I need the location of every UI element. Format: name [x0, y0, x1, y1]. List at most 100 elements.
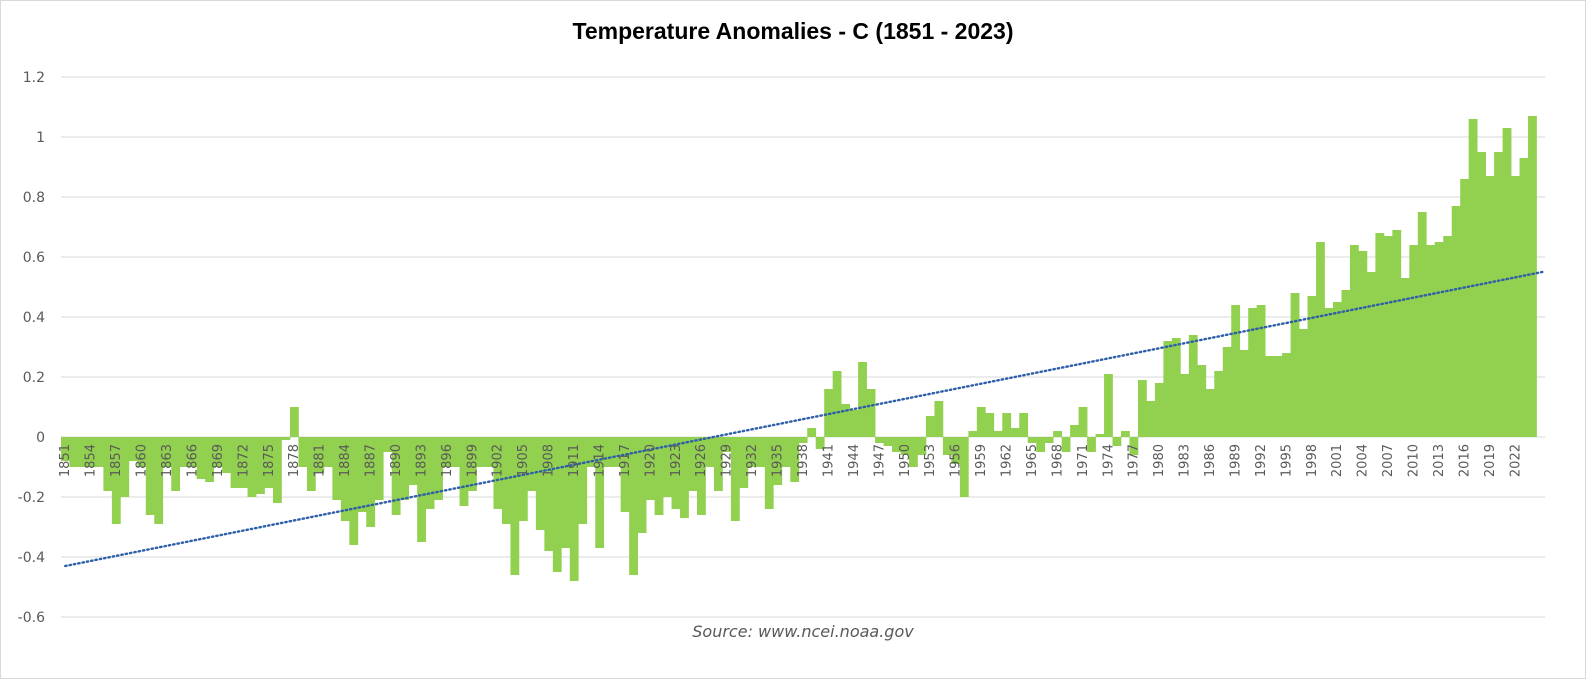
trendline-layer — [64, 270, 1544, 568]
bar-2002 — [1341, 290, 1351, 437]
bar-1894 — [425, 437, 435, 509]
bar-2018 — [1477, 152, 1486, 437]
chart-source: Source: www.ncei.noaa.gov — [692, 622, 914, 641]
x-tick-label: 1857 — [109, 444, 124, 477]
bar-1863 — [162, 437, 172, 467]
x-tick-label: 1983 — [1178, 444, 1193, 477]
bar-1932 — [747, 437, 757, 467]
bar-1942 — [832, 371, 842, 437]
bar-2011 — [1417, 212, 1427, 437]
bar-1908 — [544, 437, 554, 551]
bar-1875 — [264, 437, 274, 488]
bar-1873 — [247, 437, 257, 497]
bar-1899 — [468, 437, 477, 491]
bar-1997 — [1299, 329, 1308, 437]
x-tick-label: 1869 — [211, 444, 226, 477]
bar-1938 — [798, 437, 808, 443]
x-tick-label: 1962 — [1000, 444, 1015, 477]
bar-1907 — [535, 437, 545, 530]
bar-1891 — [400, 437, 410, 500]
bar-1929 — [722, 437, 732, 452]
bar-2021 — [1502, 128, 1512, 437]
bar-1890 — [391, 437, 401, 515]
bar-1930 — [730, 437, 740, 521]
x-tick-label: 1854 — [84, 444, 99, 477]
bar-1956 — [951, 437, 961, 464]
bar-1866 — [188, 437, 198, 467]
bar-1897 — [451, 437, 460, 467]
bar-1944 — [849, 410, 859, 437]
x-tick-label: 1875 — [262, 444, 277, 477]
bar-2015 — [1451, 206, 1461, 437]
bar-1958 — [968, 431, 978, 437]
x-tick-label: 1923 — [669, 444, 684, 477]
x-tick-label: 1887 — [364, 444, 379, 477]
bar-2017 — [1468, 119, 1478, 437]
x-tick-label: 1941 — [821, 444, 836, 477]
bar-1865 — [179, 437, 189, 467]
x-tick-label: 2019 — [1483, 444, 1498, 477]
bar-2023 — [1519, 158, 1529, 437]
y-tick-label: 1.2 — [23, 70, 45, 86]
x-tick-label: 1959 — [974, 444, 989, 477]
bar-1982 — [1171, 338, 1181, 437]
bar-1856 — [103, 437, 113, 491]
y-tick-label: 0.8 — [23, 190, 45, 206]
bar-1967 — [1044, 437, 1054, 443]
x-tick-label: 1977 — [1127, 444, 1142, 477]
chart-title: Temperature Anomalies - C (1851 - 2023) — [572, 18, 1014, 44]
x-tick-label: 1884 — [338, 444, 353, 477]
y-tick-label: 0 — [36, 430, 45, 446]
bar-1917 — [620, 437, 630, 512]
bar-1900 — [476, 437, 486, 467]
bar-1901 — [485, 437, 494, 467]
bar-1869 — [213, 437, 223, 467]
x-tick-label: 2001 — [1330, 444, 1345, 477]
bar-1928 — [713, 437, 723, 491]
x-tick-label: 1917 — [618, 444, 633, 477]
y-tick-label: -0.2 — [18, 490, 45, 506]
bar-1868 — [205, 437, 214, 482]
bar-1857 — [111, 437, 121, 524]
bar-1883 — [332, 437, 342, 500]
bar-1951 — [909, 437, 918, 467]
bar-1867 — [196, 437, 206, 479]
x-tick-label: 1893 — [414, 444, 429, 477]
bar-1931 — [739, 437, 749, 488]
bar-1950 — [900, 437, 910, 455]
x-tick-label: 1920 — [643, 444, 658, 477]
bar-1877 — [281, 437, 291, 440]
y-tick-label: 1 — [36, 130, 45, 146]
bar-1887 — [366, 437, 376, 527]
x-axis-labels: 1851 1854 1857 1860 1863 1866 1869 1872 1875 1878… — [58, 444, 1523, 477]
x-tick-label: 1965 — [1025, 444, 1040, 477]
bar-1959 — [976, 407, 986, 437]
bar-1996 — [1290, 293, 1300, 437]
y-axis-labels: 1.2 1 0.8 0.6 0.4 0.2 0 -0.2 -0.4 -0.6 — [18, 70, 45, 626]
bar-1923 — [671, 437, 681, 509]
bar-1904 — [510, 437, 520, 575]
bar-1853 — [77, 437, 87, 467]
bar-1948 — [883, 437, 893, 446]
x-tick-label: 1986 — [1203, 444, 1218, 477]
bar-1920 — [646, 437, 655, 500]
x-tick-label: 1908 — [542, 444, 557, 477]
bar-1915 — [603, 437, 613, 467]
x-tick-label: 1872 — [236, 444, 251, 477]
bar-1965 — [1027, 437, 1037, 443]
bar-1882 — [323, 437, 333, 467]
x-tick-label: 1995 — [1279, 444, 1294, 477]
bar-1970 — [1070, 425, 1079, 437]
bar-1936 — [781, 437, 791, 467]
bar-1880 — [306, 437, 316, 491]
bar-1957 — [959, 437, 969, 497]
bar-2010 — [1409, 245, 1419, 437]
bar-1861 — [145, 437, 155, 515]
y-tick-label: 0.2 — [23, 370, 45, 386]
bar-1943 — [841, 404, 850, 437]
bar-1971 — [1078, 407, 1088, 437]
x-tick-label: 1926 — [694, 444, 709, 477]
bar-2007 — [1383, 236, 1393, 437]
x-tick-label: 1974 — [1101, 444, 1116, 477]
